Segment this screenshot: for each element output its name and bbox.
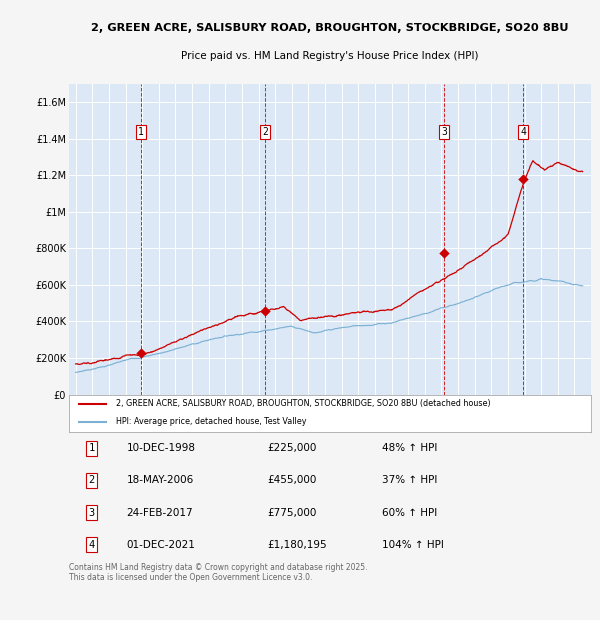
Text: 01-DEC-2021: 01-DEC-2021 xyxy=(127,539,195,550)
Point xyxy=(518,174,528,184)
Text: 2: 2 xyxy=(88,476,95,485)
Text: £775,000: £775,000 xyxy=(268,508,317,518)
Text: 48% ↑ HPI: 48% ↑ HPI xyxy=(382,443,437,453)
Text: 4: 4 xyxy=(520,127,526,137)
Text: 24-FEB-2017: 24-FEB-2017 xyxy=(127,508,193,518)
Text: 2: 2 xyxy=(262,127,268,137)
Text: Contains HM Land Registry data © Crown copyright and database right 2025.
This d: Contains HM Land Registry data © Crown c… xyxy=(69,563,367,582)
Text: £225,000: £225,000 xyxy=(268,443,317,453)
Text: £1,180,195: £1,180,195 xyxy=(268,539,327,550)
Text: 2, GREEN ACRE, SALISBURY ROAD, BROUGHTON, STOCKBRIDGE, SO20 8BU (detached house): 2, GREEN ACRE, SALISBURY ROAD, BROUGHTON… xyxy=(116,399,491,409)
Text: 104% ↑ HPI: 104% ↑ HPI xyxy=(382,539,444,550)
Text: 1: 1 xyxy=(88,443,95,453)
Point xyxy=(439,248,449,258)
Text: HPI: Average price, detached house, Test Valley: HPI: Average price, detached house, Test… xyxy=(116,417,307,426)
Text: 1: 1 xyxy=(138,127,144,137)
Text: 3: 3 xyxy=(441,127,447,137)
Text: 4: 4 xyxy=(88,539,95,550)
Text: 37% ↑ HPI: 37% ↑ HPI xyxy=(382,476,437,485)
Text: 60% ↑ HPI: 60% ↑ HPI xyxy=(382,508,437,518)
Text: 18-MAY-2006: 18-MAY-2006 xyxy=(127,476,194,485)
Text: 10-DEC-1998: 10-DEC-1998 xyxy=(127,443,196,453)
Text: £455,000: £455,000 xyxy=(268,476,317,485)
Text: 3: 3 xyxy=(88,508,95,518)
Text: 2, GREEN ACRE, SALISBURY ROAD, BROUGHTON, STOCKBRIDGE, SO20 8BU: 2, GREEN ACRE, SALISBURY ROAD, BROUGHTON… xyxy=(91,23,569,33)
Text: Price paid vs. HM Land Registry's House Price Index (HPI): Price paid vs. HM Land Registry's House … xyxy=(181,51,479,61)
Point xyxy=(136,348,146,358)
Point xyxy=(260,306,269,316)
